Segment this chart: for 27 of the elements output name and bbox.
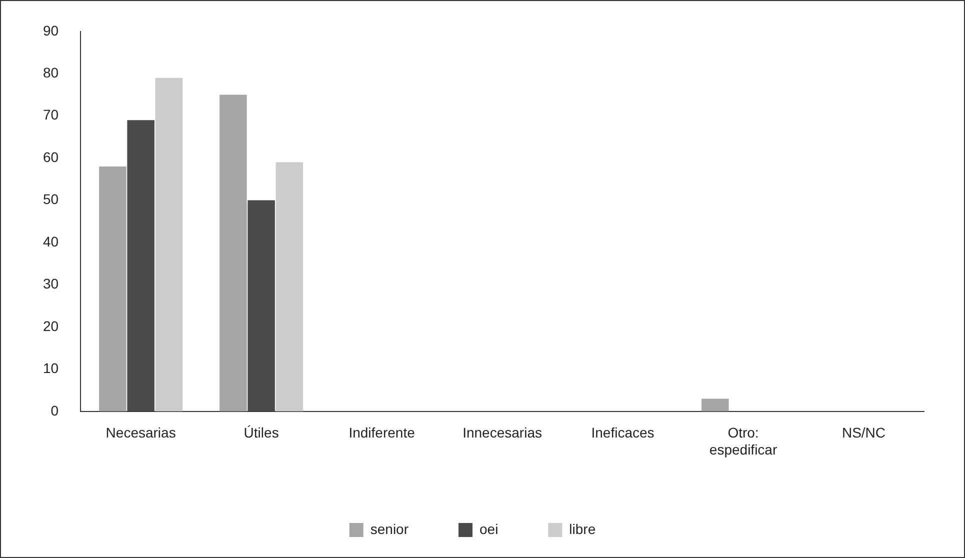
bar [276,162,304,412]
x-tick-label: Indiferente [348,424,416,441]
legend-label: libre [569,520,596,537]
bar [702,398,729,412]
y-tick-label: 80 [42,64,59,80]
y-tick-label: 50 [42,191,59,208]
bar [220,94,247,412]
bar [99,166,126,412]
x-tick-label: Otro: espedificar [709,424,778,458]
y-tick-label: 90 [42,22,59,38]
legend-label: oei [479,520,498,537]
bar [127,120,154,412]
bar [155,78,183,412]
y-tick-label: 0 [50,402,59,418]
y-tick-label: 70 [42,106,59,123]
y-tick-label: 10 [42,360,59,376]
x-tick-label: NS/NC [842,424,886,441]
y-tick-label: 20 [42,318,59,334]
bar [248,200,275,412]
y-tick-label: 30 [42,276,59,292]
y-tick-label: 60 [42,148,59,165]
y-tick-label: 40 [42,233,59,250]
legend-label: senior [370,520,409,537]
x-tick-label: Innecesarias [462,424,542,441]
x-tick-label: Necesarias [106,424,176,441]
x-tick-label: Ineficaces [591,424,654,441]
x-tick-label: Útiles [244,424,279,441]
